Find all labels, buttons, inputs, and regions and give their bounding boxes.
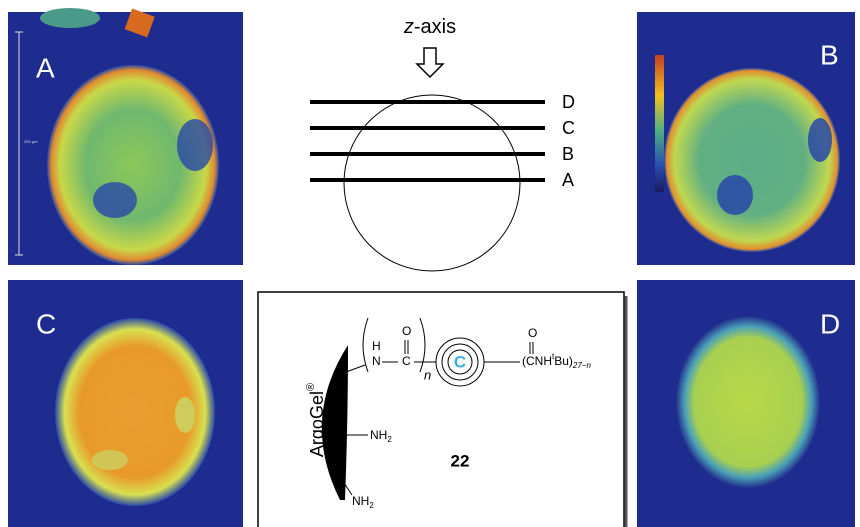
amide-o: O <box>402 324 411 338</box>
amine-sub: 2 <box>387 435 392 444</box>
plane-label: A <box>562 170 574 190</box>
axis-label-italic: z <box>403 16 414 38</box>
figure: 200 µm A B C D z-axis DCBA ArgoGel® H N … <box>0 0 860 527</box>
amine-text: NH <box>370 428 387 442</box>
registered-mark: ® <box>305 383 317 391</box>
core-label: C <box>454 352 466 371</box>
amine-text: NH <box>352 494 369 508</box>
amine-sub: 2 <box>369 501 374 510</box>
amide-c: C <box>402 354 411 368</box>
cap-open: (CNH <box>522 354 552 368</box>
axis-label-rest: -axis <box>414 16 456 38</box>
axis-label: z-axis <box>403 16 456 38</box>
cap-sub: 27−n <box>572 361 592 370</box>
bead <box>664 68 840 252</box>
bright-region <box>175 397 195 433</box>
compound-number: 22 <box>451 451 470 470</box>
cap-o: O <box>528 326 537 340</box>
panel-label: C <box>36 308 56 339</box>
panel-label: B <box>820 39 839 70</box>
plane-label: B <box>562 144 574 164</box>
neighbor-bead <box>40 8 100 28</box>
bead <box>676 316 820 488</box>
panel-c: C <box>8 280 243 527</box>
plane-label: C <box>562 118 575 138</box>
color-bar <box>655 55 664 192</box>
structure-box: ArgoGel® H N C O n C O (CNHtBu)27−n NH2 … <box>258 292 626 527</box>
depleted-region <box>808 118 832 162</box>
panel-a: 200 µm A <box>8 8 243 265</box>
cap-close: Bu) <box>554 354 573 368</box>
plane-label: D <box>562 92 575 112</box>
bright-region <box>92 450 128 470</box>
depleted-region <box>177 119 213 171</box>
panel-label: D <box>820 308 840 339</box>
panel-d: D <box>637 280 855 527</box>
panel-label: A <box>36 52 55 83</box>
nh-h: H <box>372 339 381 353</box>
support-label: ArgoGel® <box>305 383 327 457</box>
panel-b: B <box>637 12 855 265</box>
depleted-region <box>93 182 137 218</box>
amide-n: N <box>372 354 381 368</box>
axis-arrow <box>417 48 443 77</box>
repeat-n: n <box>424 367 431 382</box>
depleted-region <box>717 175 753 215</box>
support-name: ArgoGel <box>307 391 327 457</box>
bead-outline <box>344 95 520 271</box>
scale-label: 200 µm <box>24 139 38 144</box>
